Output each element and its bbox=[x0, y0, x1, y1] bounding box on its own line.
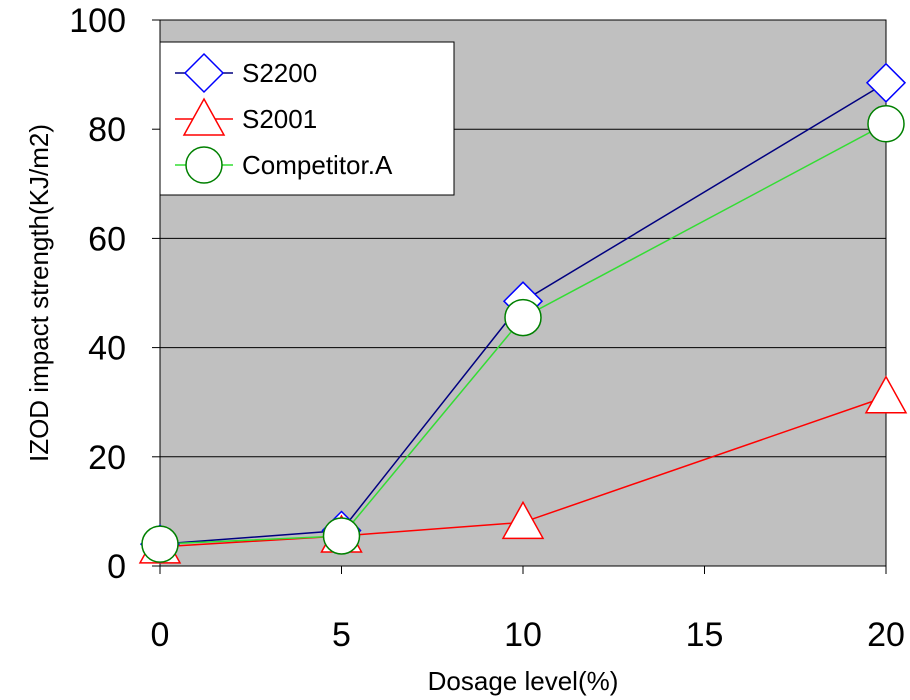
series-line-s2200 bbox=[159, 82, 887, 545]
x-tick-label: 15 bbox=[686, 616, 724, 654]
legend-marker-s2200 bbox=[183, 52, 225, 94]
data-point-competitor-a bbox=[141, 525, 179, 563]
series-group bbox=[138, 62, 908, 565]
legend: S2200 S2001 Competitor.A bbox=[159, 41, 455, 196]
x-tick-label: 5 bbox=[332, 616, 351, 654]
y-tick-label: 80 bbox=[88, 111, 126, 149]
x-axis-title: Dosage level(%) bbox=[428, 666, 619, 696]
y-tick-label: 60 bbox=[88, 220, 126, 258]
legend-label-competitor-a: Competitor.A bbox=[242, 150, 393, 180]
series-line-s2001 bbox=[159, 396, 887, 548]
legend-label-s2200: S2200 bbox=[242, 58, 317, 88]
x-tick-label: 20 bbox=[867, 616, 905, 654]
data-point-competitor-a bbox=[504, 298, 542, 337]
data-point-competitor-a bbox=[867, 104, 905, 143]
x-tick-label: 0 bbox=[151, 616, 170, 654]
y-tick-label: 20 bbox=[88, 439, 126, 477]
y-axis-title: IZOD impact strength(KJ/m2) bbox=[24, 124, 54, 462]
legend-marker-competitor-a bbox=[185, 146, 223, 184]
axes bbox=[152, 19, 887, 574]
series-line-competitor-a bbox=[159, 123, 887, 545]
y-tick-label: 100 bbox=[69, 2, 126, 40]
data-point-s2200 bbox=[865, 62, 907, 103]
data-point-competitor-a bbox=[322, 517, 361, 555]
y-tick-label: 40 bbox=[88, 330, 126, 368]
tick-labels: 0 20 40 60 80 100 0 5 10 15 20 bbox=[69, 2, 905, 654]
data-point-s2001 bbox=[864, 375, 908, 414]
legend-marker-s2001 bbox=[182, 97, 226, 136]
y-tick-label: 0 bbox=[107, 548, 126, 586]
grid-lines bbox=[160, 128, 886, 458]
legend-label-s2001: S2001 bbox=[242, 104, 317, 134]
data-point-s2001 bbox=[501, 500, 545, 540]
x-tick-label: 10 bbox=[504, 616, 542, 654]
